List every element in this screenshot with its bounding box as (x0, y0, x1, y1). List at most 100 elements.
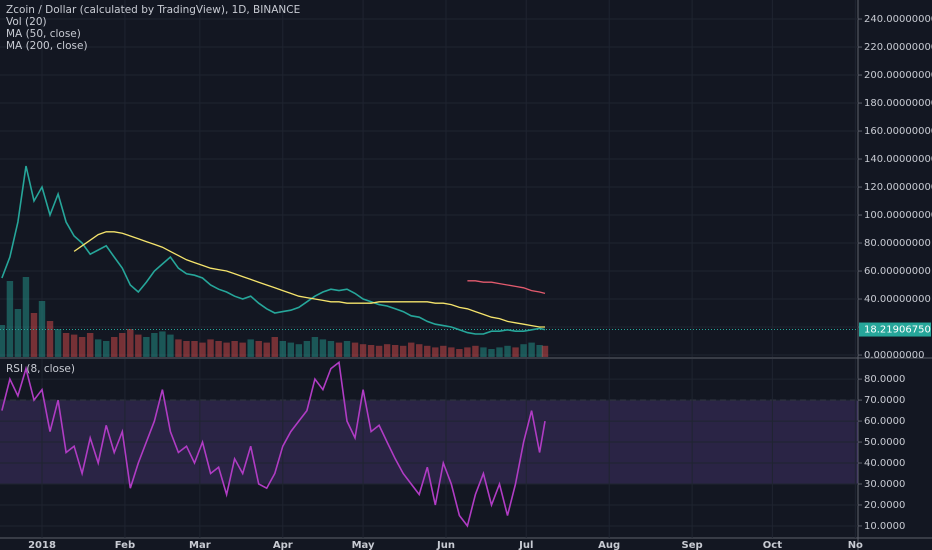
y-tick-label: 120.00000000 (864, 182, 932, 193)
volume-bar (231, 341, 238, 357)
volume-bar (424, 345, 431, 357)
volume-bar (464, 347, 471, 357)
volume-bar (159, 331, 166, 357)
volume-bar (38, 301, 46, 357)
volume-bar (287, 342, 295, 357)
volume-bar (391, 345, 399, 357)
last-price-box (859, 322, 931, 337)
volume-bar (271, 337, 278, 357)
volume-bar (504, 345, 511, 357)
volume-bar (496, 347, 503, 357)
volume-bar (303, 341, 311, 357)
volume-bar (86, 333, 94, 357)
y-tick-label: 100.00000000 (864, 210, 932, 221)
volume-bar (247, 339, 254, 357)
series-line (73, 231, 545, 328)
volume-bar (432, 347, 439, 357)
volume-bar (440, 345, 447, 357)
volume-bar (191, 341, 198, 357)
last-price-label: 18.21906750 (864, 325, 931, 336)
y-tick-label: 160.00000000 (864, 126, 932, 137)
y-tick-label: 40.00000000 (864, 294, 931, 305)
volume-legend: Vol (20) (6, 16, 47, 28)
volume-bar (359, 344, 367, 357)
y-tick-label: 200.00000000 (864, 70, 932, 81)
y-tick-label: 40.0000 (864, 458, 905, 469)
volume-bar (0, 325, 6, 357)
volume-bar (488, 349, 495, 357)
volume-bar (215, 341, 222, 357)
volume-bar (383, 344, 391, 357)
rsi-legend: RSI (8, close) (6, 363, 75, 375)
volume-bar (6, 281, 14, 357)
x-tick-label: Mar (189, 540, 211, 550)
volume-bar (46, 321, 54, 357)
volume-bar (536, 345, 543, 357)
volume-bar (416, 344, 423, 357)
volume-bar (199, 342, 206, 357)
volume-bar (119, 333, 126, 357)
y-tick-label: 60.00000000 (864, 266, 931, 277)
x-tick-label: No (848, 540, 863, 550)
volume-bar (30, 313, 38, 357)
y-tick-label: 80.0000 (864, 374, 905, 385)
y-tick-label: 10.0000 (864, 521, 905, 532)
x-tick-label: Apr (273, 540, 293, 550)
volume-bar (167, 334, 174, 357)
volume-bar (456, 349, 463, 357)
volume-bar (183, 341, 190, 357)
volume-bar (335, 342, 343, 357)
volume-bar (279, 341, 286, 357)
volume-bar (541, 345, 549, 357)
series-line (1, 165, 546, 335)
y-tick-label: 50.0000 (864, 437, 905, 448)
volume-bar (151, 333, 158, 357)
series-line (467, 280, 546, 295)
volume-bar (207, 339, 214, 357)
volume-bar (448, 347, 455, 357)
y-tick-label: 70.0000 (864, 395, 905, 406)
volume-bar (239, 342, 246, 357)
x-tick-label: Jun (436, 540, 455, 550)
volume-bar (111, 337, 118, 357)
x-tick-label: Oct (763, 540, 782, 550)
volume-bar (54, 329, 62, 357)
volume-bar (94, 339, 102, 357)
volume-bar (295, 344, 303, 357)
volume-bar (528, 342, 535, 357)
volume-bar (367, 345, 375, 357)
y-tick-label: 20.0000 (864, 500, 905, 511)
symbol-title: Zcoin / Dollar (calculated by TradingVie… (6, 4, 300, 16)
volume-bar (327, 341, 335, 357)
volume-bar (14, 309, 22, 357)
x-tick-label: Jul (518, 540, 533, 550)
y-tick-label: 80.00000000 (864, 238, 931, 249)
volume-bar (263, 342, 270, 357)
volume-bar (22, 277, 30, 357)
y-tick-label: 0.00000000 (864, 350, 924, 361)
ma200-legend: MA (200, close) (6, 40, 88, 52)
x-tick-label: Feb (115, 540, 135, 550)
volume-bar (375, 345, 383, 357)
volume-bar (399, 345, 407, 357)
volume-bar (255, 341, 262, 357)
volume-bar (311, 337, 319, 357)
volume-bar (343, 341, 351, 357)
volume-bar (78, 337, 86, 357)
x-tick-label: Aug (598, 540, 620, 550)
volume-bar (319, 339, 327, 357)
series-line (1, 360, 546, 528)
y-tick-label: 30.0000 (864, 479, 905, 490)
volume-bar (143, 337, 150, 357)
y-tick-label: 60.0000 (864, 416, 905, 427)
volume-bar (512, 347, 519, 357)
y-tick-label: 180.00000000 (864, 98, 932, 109)
volume-bar (480, 347, 487, 357)
y-tick-label: 240.00000000 (864, 14, 932, 25)
volume-bar (175, 339, 182, 357)
volume-bar (351, 342, 359, 357)
volume-bar (223, 342, 230, 357)
x-tick-label: 2018 (28, 540, 56, 550)
